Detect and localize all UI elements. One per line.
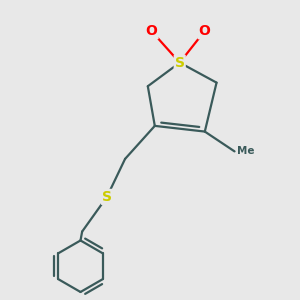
Text: O: O bbox=[199, 24, 210, 38]
Text: Me: Me bbox=[237, 146, 255, 156]
Text: S: S bbox=[102, 190, 112, 204]
Text: O: O bbox=[146, 24, 158, 38]
Text: S: S bbox=[175, 56, 185, 70]
